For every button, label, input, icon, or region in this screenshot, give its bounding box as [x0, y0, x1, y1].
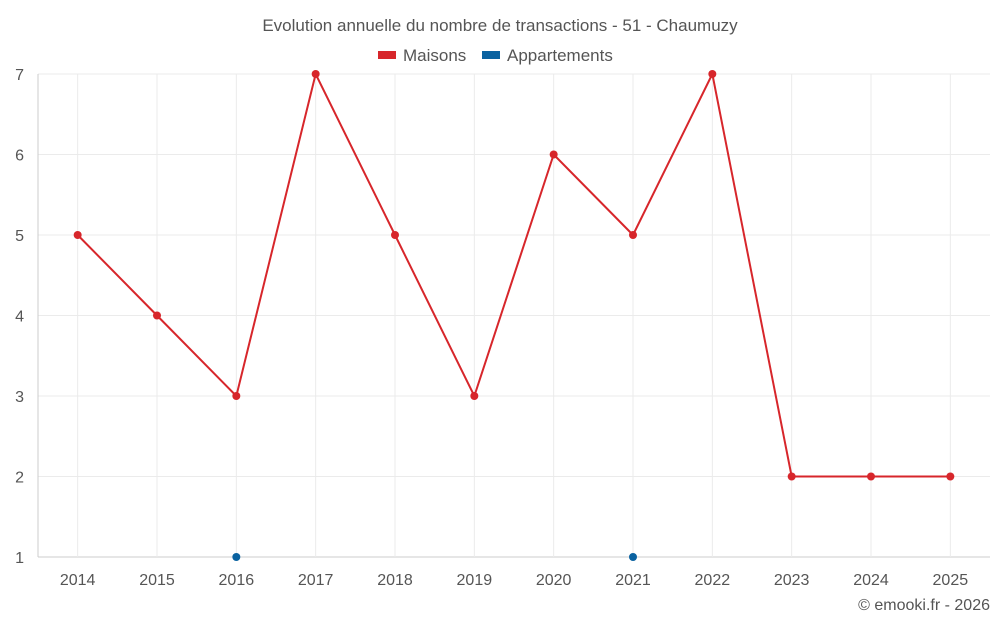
series-line-maisons — [76, 70, 951, 478]
y-tick-label: 4 — [15, 309, 24, 326]
x-tick-label: 2018 — [377, 572, 413, 589]
legend-swatch-maisons — [378, 51, 396, 59]
credit: © emooki.fr - 2026 — [858, 597, 990, 614]
x-tick-label: 2015 — [139, 572, 175, 589]
y-axis: 1 2 3 4 5 6 7 — [15, 67, 24, 567]
data-point-maisons — [153, 311, 161, 320]
x-tick-label: 2023 — [774, 572, 810, 589]
legend-label-appartements: Appartements — [507, 46, 613, 65]
y-tick-label: 2 — [15, 470, 24, 487]
x-tick-label: 2024 — [853, 572, 889, 589]
data-point-maisons — [470, 392, 479, 400]
data-point-maisons — [232, 392, 241, 400]
x-tick-label: 2016 — [219, 572, 255, 589]
data-point-maisons — [73, 231, 82, 239]
data-point-maisons — [391, 231, 399, 239]
x-tick-label: 2022 — [695, 572, 731, 589]
data-point-maisons — [708, 70, 717, 78]
series — [73, 70, 955, 561]
y-tick-label: 7 — [15, 67, 24, 84]
x-axis: 2014 2015 2016 2017 2018 2019 2020 2021 2022 2023… — [60, 572, 968, 589]
data-point-maisons — [787, 472, 796, 481]
legend-swatch-appartements — [482, 51, 500, 59]
x-tick-label: 2021 — [615, 572, 651, 589]
x-tick-label: 2020 — [536, 572, 572, 589]
data-point-appartements — [232, 553, 241, 561]
y-tick-label: 1 — [15, 550, 24, 567]
x-tick-label: 2025 — [933, 572, 969, 589]
data-point-maisons — [629, 231, 637, 239]
grid — [37, 73, 990, 558]
x-tick-label: 2019 — [457, 572, 493, 589]
x-tick-label: 2017 — [298, 572, 334, 589]
y-tick-label: 5 — [15, 228, 24, 245]
chart-title: Evolution annuelle du nombre de transact… — [262, 16, 738, 35]
data-point-appartements — [629, 553, 637, 561]
data-point-maisons — [311, 70, 320, 78]
data-point-maisons — [867, 472, 875, 481]
x-tick-label: 2014 — [60, 572, 96, 589]
legend: Maisons Appartements — [378, 46, 613, 65]
y-tick-label: 3 — [15, 389, 24, 406]
y-tick-label: 6 — [15, 148, 24, 165]
legend-label-maisons: Maisons — [403, 46, 466, 65]
data-point-maisons — [946, 472, 955, 481]
data-point-maisons — [549, 150, 558, 159]
